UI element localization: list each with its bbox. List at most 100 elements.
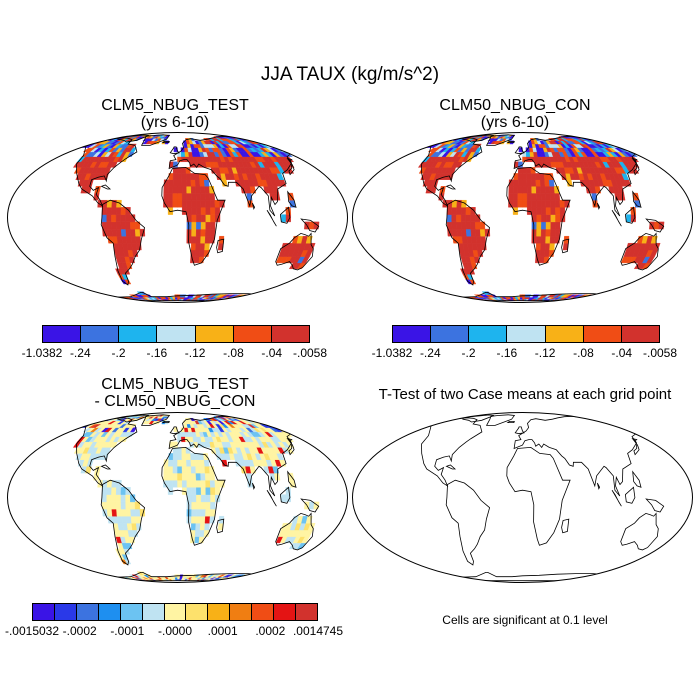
grid-cell — [79, 420, 91, 425]
grid-cell — [617, 140, 630, 145]
grid-cell — [129, 143, 137, 148]
coastline — [161, 140, 170, 144]
grid-cell — [272, 140, 285, 145]
grid-cell — [181, 447, 187, 454]
grid-cell — [544, 186, 551, 194]
grid-cell — [186, 192, 192, 201]
grid-cell — [116, 479, 122, 488]
grid-cell — [513, 179, 519, 187]
grid-cell — [163, 466, 169, 474]
coastline — [140, 414, 171, 426]
grid-cell — [181, 192, 188, 201]
colorbar-box — [54, 604, 77, 620]
grid-cell — [68, 143, 80, 148]
grid-cell — [441, 296, 455, 300]
grid-cell — [229, 578, 244, 581]
grid-cell — [272, 420, 285, 425]
grid-cell — [191, 192, 197, 201]
grid-cell — [111, 298, 126, 301]
grid-cell — [181, 459, 187, 467]
grid-cell — [221, 579, 242, 581]
grid-cell — [125, 228, 132, 237]
colorbar-box — [76, 604, 99, 620]
grid-cell — [210, 487, 216, 495]
grid-cell — [605, 138, 618, 142]
figure-title: JJA TAUX (kg/m/s^2) — [260, 64, 440, 85]
grid-cell — [214, 207, 221, 215]
grid-cell — [262, 138, 276, 142]
grid-cell — [100, 298, 117, 301]
grid-cell — [544, 179, 550, 187]
grid-cell — [598, 294, 611, 298]
grid-cell — [535, 173, 541, 180]
grid-cell — [191, 515, 197, 524]
grid-cell — [248, 294, 260, 298]
grid-cell — [308, 501, 315, 510]
grid-cell — [454, 298, 469, 301]
grid-cell — [576, 298, 591, 301]
coastline — [168, 415, 295, 497]
colorbar-box — [393, 326, 432, 342]
grid-cell — [199, 249, 205, 257]
grid-cell — [91, 296, 106, 300]
coastline — [445, 479, 491, 566]
grid-cell — [572, 298, 586, 301]
grid-cell — [195, 472, 202, 481]
grid-cell — [231, 578, 246, 581]
grid-cell — [195, 479, 202, 488]
grid-cell — [278, 140, 292, 145]
map-panel-1 — [7, 132, 348, 303]
grid-cell — [522, 192, 528, 201]
grid-cell — [199, 529, 205, 537]
colorbar-box — [271, 326, 309, 342]
grid-cell — [264, 140, 276, 145]
grid-cell — [539, 173, 545, 180]
colorbar-boxes — [32, 603, 318, 621]
grid-cell — [204, 522, 210, 531]
grid-cell — [459, 299, 480, 301]
grid-cell — [544, 242, 551, 251]
grid-cell — [177, 472, 183, 481]
grid-cell — [443, 298, 460, 301]
grid-cell — [522, 186, 528, 194]
grid-cell — [460, 207, 467, 215]
grid-cell — [653, 221, 660, 230]
grid-cell — [588, 296, 601, 300]
coastline — [429, 571, 616, 582]
grid-cell — [76, 140, 88, 145]
grid-cell — [508, 186, 514, 194]
grid-cell — [418, 140, 431, 145]
grid-cell — [111, 214, 117, 223]
grid-cell — [253, 296, 269, 300]
grid-cell — [602, 138, 615, 142]
grid-cell — [172, 472, 178, 481]
grid-cell — [475, 214, 481, 223]
panel-3-title-line2: - CLM50_NBUG_CON — [94, 393, 256, 410]
grid-cell — [439, 296, 453, 300]
grid-cell — [470, 221, 476, 230]
panel-4-significance-note: Cells are significant at 0.1 level — [442, 613, 608, 627]
grid-cell — [540, 242, 546, 251]
coastline — [462, 134, 495, 143]
grid-cell — [191, 207, 197, 215]
grid-cell — [249, 576, 264, 580]
grid-cell — [451, 296, 464, 300]
grid-cell — [186, 228, 192, 237]
grid-cell — [581, 298, 597, 301]
grid-cell — [90, 138, 103, 142]
grid-cells — [413, 134, 665, 301]
coastline — [645, 498, 665, 513]
grid-cell — [227, 578, 241, 581]
colorbar-label: -.0058 — [642, 346, 678, 360]
grid-cell — [114, 299, 135, 301]
grid-cell — [204, 515, 211, 524]
colorbar-label: -.12 — [184, 346, 206, 360]
grid-cell — [536, 228, 542, 237]
grid-cell — [475, 221, 481, 230]
grid-cell — [555, 214, 561, 223]
coastline — [561, 518, 570, 534]
grid-cell — [130, 501, 136, 510]
grid-cell — [255, 138, 268, 142]
grid-cell — [181, 179, 187, 187]
grid-cell — [195, 228, 202, 237]
